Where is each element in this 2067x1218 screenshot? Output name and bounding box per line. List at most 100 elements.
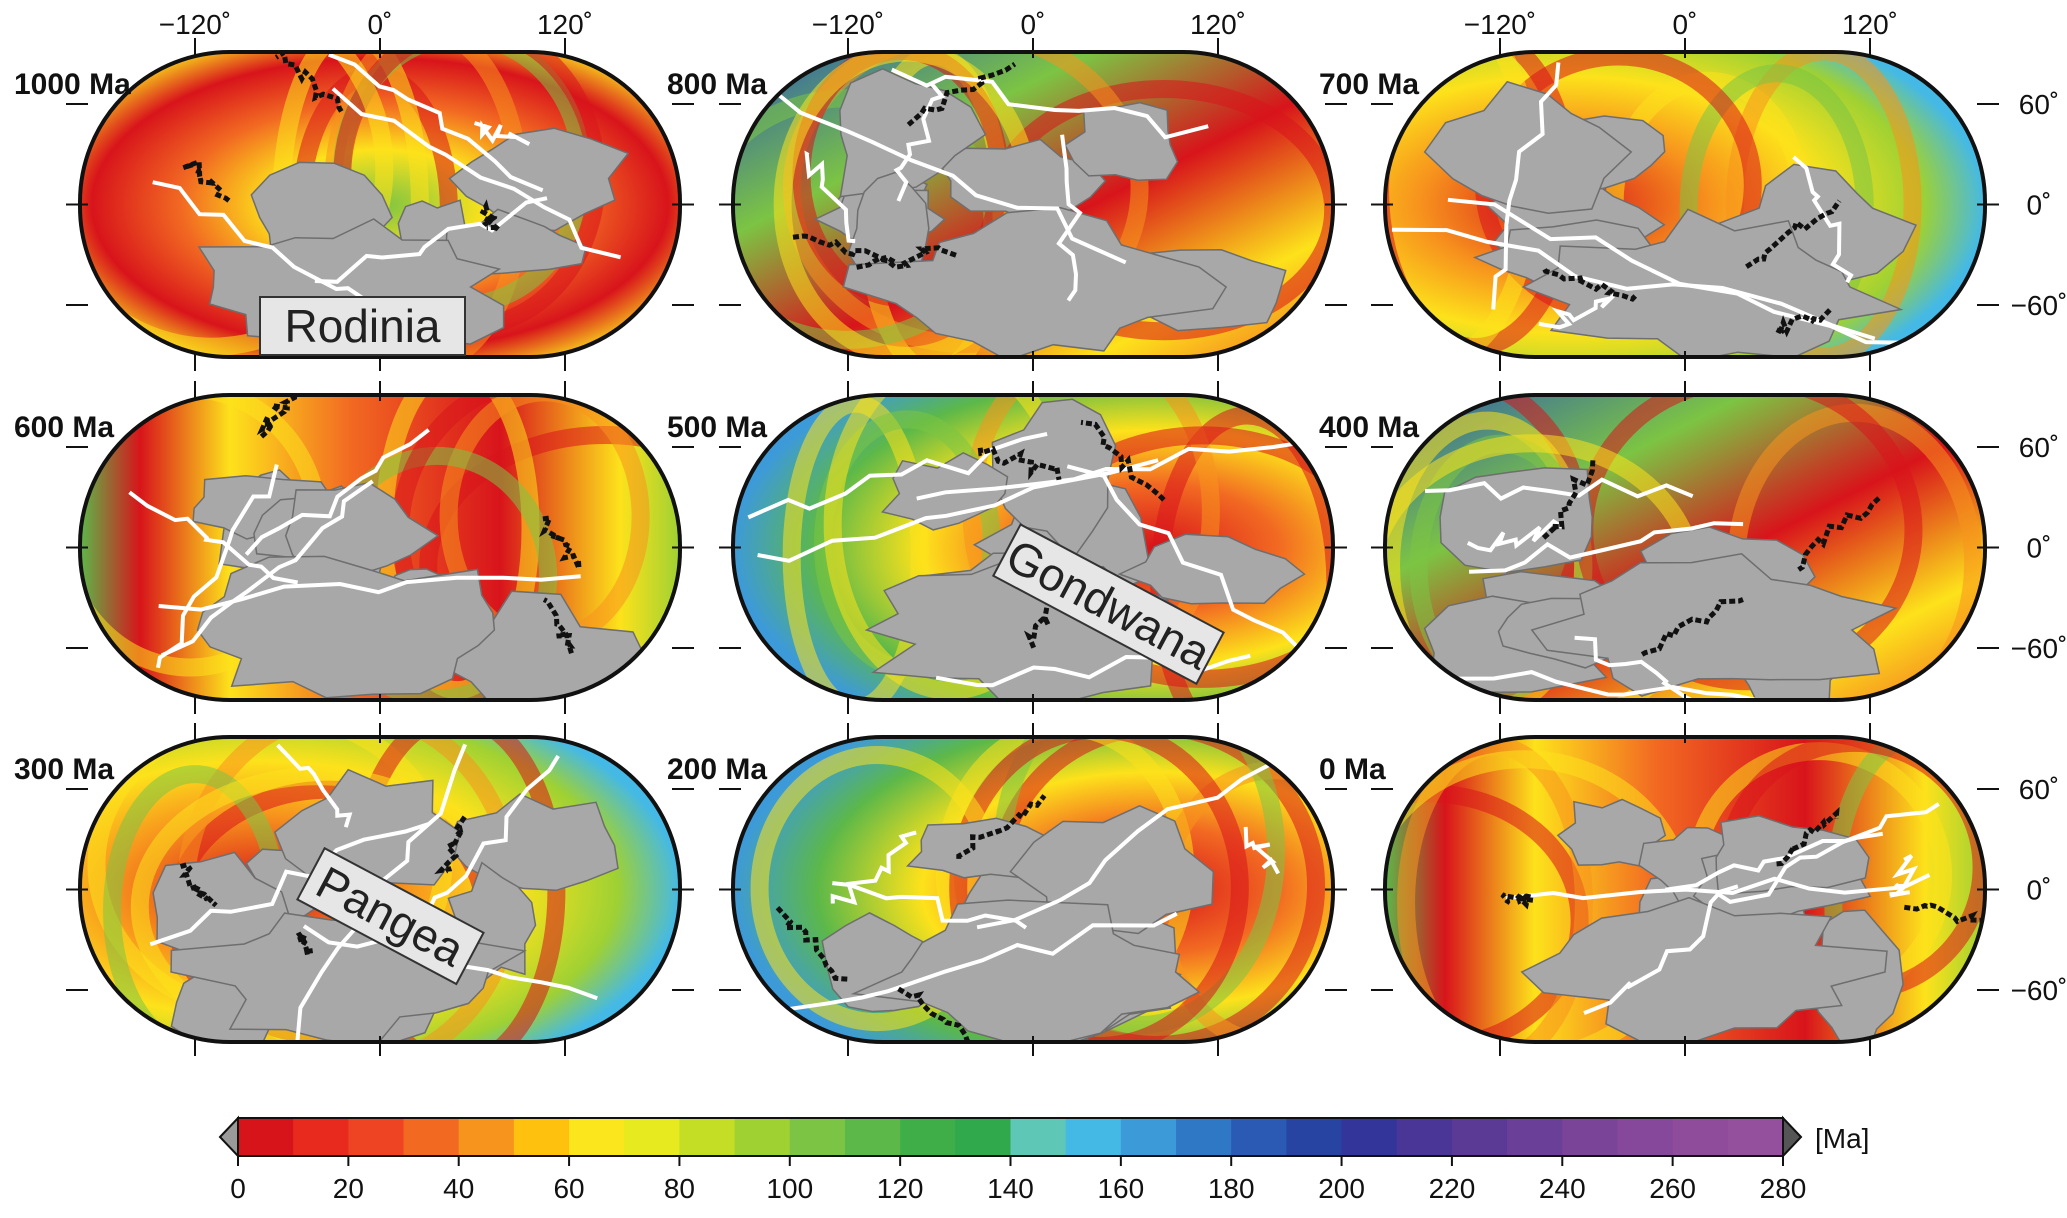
colorbar-swatch xyxy=(458,1118,515,1156)
colorbar: 0 20 40 60 80 100 120 140 160 180 200 220 240 260 280 [… xyxy=(218,1115,1869,1204)
subduction-zone xyxy=(906,62,1017,127)
lat-label: −60˚ xyxy=(2011,633,2067,664)
subduction-zone xyxy=(1542,268,1638,302)
plate-boundary xyxy=(1066,464,1312,662)
panel-6: 400 Ma 60˚ 0˚ −60˚ xyxy=(1319,381,2067,714)
colorbar-swatch xyxy=(1286,1118,1343,1156)
lon-label: 0˚ xyxy=(1673,9,1698,40)
lon-label: 120˚ xyxy=(1842,9,1898,40)
lat-label: −60˚ xyxy=(2011,975,2067,1006)
isochron-band xyxy=(80,52,394,356)
colorbar-tick-label: 180 xyxy=(1208,1173,1255,1204)
plate-boundary xyxy=(152,180,413,329)
subduction-zone xyxy=(1541,459,1596,540)
plate-boundary xyxy=(1538,292,1617,330)
plate-boundary xyxy=(149,822,430,947)
colorbar-tick-label: 120 xyxy=(877,1173,924,1204)
isochron-band xyxy=(782,395,929,700)
continent-block xyxy=(1520,896,1888,1042)
plate-boundary xyxy=(916,439,1308,501)
lon-label: −120˚ xyxy=(812,9,884,40)
colorbar-swatch xyxy=(569,1118,625,1156)
lat-label: 60˚ xyxy=(2019,774,2059,805)
colorbar-swatch xyxy=(348,1118,405,1156)
subduction-zone xyxy=(434,815,467,875)
lat-label: 60˚ xyxy=(2019,432,2059,463)
colorbar-swatch xyxy=(1617,1118,1674,1156)
panel-2: 800 Ma −120˚ 0˚ 120˚ xyxy=(667,9,1347,371)
colorbar-swatch xyxy=(1065,1118,1122,1156)
subduction-zone xyxy=(897,986,983,1042)
colorbar-swatch xyxy=(238,1118,294,1156)
colorbar-tick-label: 0 xyxy=(230,1173,246,1204)
colorbar-swatch xyxy=(734,1118,791,1156)
continent-block xyxy=(1117,533,1306,605)
isochron-band xyxy=(1397,737,1593,1042)
panel-8: 200 Ma xyxy=(667,723,1347,1056)
colorbar-swatch xyxy=(1451,1118,1508,1156)
subduction-zone xyxy=(479,199,501,232)
plate-boundary xyxy=(1469,521,1744,574)
plate-boundary xyxy=(1491,62,1561,310)
continent-block xyxy=(1530,552,1899,697)
panel-4: 600 Ma xyxy=(14,381,694,714)
plate-boundary xyxy=(1717,802,1940,905)
supercontinent-label: Rodinia xyxy=(259,296,466,356)
plate-boundary xyxy=(1423,670,1766,700)
colorbar-swatch xyxy=(1396,1118,1453,1156)
subduction-zone xyxy=(542,597,576,654)
lat-label: −60˚ xyxy=(2011,290,2067,321)
colorbar-tick-label: 240 xyxy=(1539,1173,1586,1204)
plate-boundary xyxy=(1243,826,1281,875)
subduction-zone xyxy=(977,445,1062,481)
subduction-zone xyxy=(179,861,218,908)
plate-boundary xyxy=(276,743,353,828)
plate-boundary xyxy=(1505,873,1931,901)
plate-boundary xyxy=(830,830,917,906)
supercontinent-name: Rodinia xyxy=(285,300,441,352)
colorbar-tick-label: 80 xyxy=(664,1173,695,1204)
lon-label: 120˚ xyxy=(1190,9,1246,40)
colorbar-swatch xyxy=(1672,1118,1729,1156)
plate-boundary xyxy=(893,82,946,202)
plate-boundary xyxy=(774,911,1178,1014)
age-label: 500 Ma xyxy=(667,411,767,444)
subduction-zone xyxy=(1903,902,1985,926)
colorbar-tick-label: 20 xyxy=(333,1173,364,1204)
subduction-zone xyxy=(274,52,344,113)
continent-block xyxy=(906,817,1049,880)
colorbar-max-arrow xyxy=(1782,1115,1803,1159)
plate-boundary xyxy=(473,120,531,146)
plate-boundary xyxy=(160,479,374,658)
subduction-zone xyxy=(856,245,958,270)
plate-boundary xyxy=(804,150,856,244)
subduction-zone xyxy=(539,514,582,570)
colorbar-swatch xyxy=(1120,1118,1177,1156)
colorbar-min-arrow xyxy=(218,1115,239,1159)
colorbar-tick-label: 220 xyxy=(1429,1173,1476,1204)
subduction-zone xyxy=(1773,308,1832,338)
lon-label: −120˚ xyxy=(159,9,231,40)
colorbar-swatch xyxy=(293,1118,349,1156)
lon-label: 120˚ xyxy=(537,9,593,40)
colorbar-swatch xyxy=(1010,1118,1067,1156)
plate-boundary xyxy=(158,574,581,612)
colorbar-swatch xyxy=(513,1118,570,1156)
subduction-zone xyxy=(1776,806,1840,867)
plate-boundary xyxy=(976,742,1303,930)
colorbar-tick-label: 160 xyxy=(1097,1173,1144,1204)
subduction-zone xyxy=(1797,496,1881,572)
age-label: 600 Ma xyxy=(14,411,114,444)
colorbar-tick-label: 100 xyxy=(766,1173,813,1204)
age-label: 300 Ma xyxy=(14,753,114,786)
plate-boundary xyxy=(314,196,548,284)
age-label: 0 Ma xyxy=(1319,753,1386,786)
subduction-zone xyxy=(956,794,1047,859)
colorbar-swatch xyxy=(679,1118,736,1156)
colorbar-swatch xyxy=(1341,1118,1398,1156)
age-label: 700 Ma xyxy=(1319,68,1419,101)
isochron-band xyxy=(949,737,1249,1042)
colorbar-swatch xyxy=(789,1118,846,1156)
